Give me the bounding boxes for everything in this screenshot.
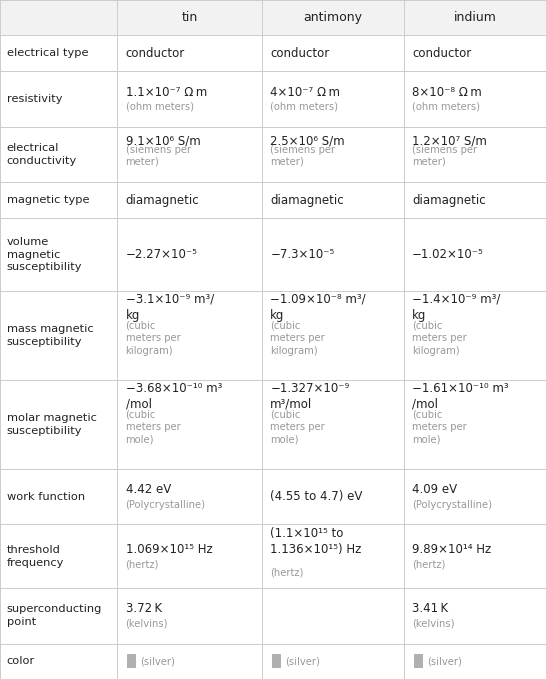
Text: 1.1×10⁻⁷ Ω m: 1.1×10⁻⁷ Ω m [126, 86, 207, 98]
Text: diamagnetic: diamagnetic [412, 194, 486, 206]
Text: (cubic
meters per
mole): (cubic meters per mole) [412, 409, 467, 444]
Text: magnetic type: magnetic type [7, 195, 89, 205]
Text: indium: indium [454, 12, 496, 24]
Text: (cubic
meters per
mole): (cubic meters per mole) [126, 409, 180, 444]
Text: work function: work function [7, 492, 85, 502]
Text: (kelvins): (kelvins) [126, 619, 168, 629]
Text: (ohm meters): (ohm meters) [270, 102, 339, 112]
Text: 1.2×10⁷ S/m: 1.2×10⁷ S/m [412, 134, 487, 147]
Text: (hertz): (hertz) [126, 559, 159, 569]
Text: −1.4×10⁻⁹ m³/
kg: −1.4×10⁻⁹ m³/ kg [412, 293, 501, 322]
Text: −1.327×10⁻⁹
m³/mol: −1.327×10⁻⁹ m³/mol [270, 382, 349, 411]
Text: superconducting
point: superconducting point [7, 604, 102, 627]
Text: (silver): (silver) [140, 657, 175, 666]
Text: volume
magnetic
susceptibility: volume magnetic susceptibility [7, 237, 82, 272]
Text: (Polycrystalline): (Polycrystalline) [412, 500, 492, 509]
Text: tin: tin [182, 12, 198, 24]
Bar [414, 655, 423, 668]
Text: 8×10⁻⁸ Ω m: 8×10⁻⁸ Ω m [412, 86, 482, 98]
Text: diamagnetic: diamagnetic [270, 194, 344, 206]
Text: (4.55 to 4.7) eV: (4.55 to 4.7) eV [270, 490, 363, 503]
Text: 4.09 eV: 4.09 eV [412, 483, 458, 496]
Text: 3.72 K: 3.72 K [126, 602, 162, 615]
Bar [272, 655, 281, 668]
Text: (1.1×10¹⁵ to
1.136×10¹⁵) Hz: (1.1×10¹⁵ to 1.136×10¹⁵) Hz [270, 527, 361, 556]
Text: 4.42 eV: 4.42 eV [126, 483, 171, 496]
Text: −1.02×10⁻⁵: −1.02×10⁻⁵ [412, 248, 484, 261]
Text: antimony: antimony [304, 12, 363, 24]
Text: (silver): (silver) [285, 657, 320, 666]
Text: diamagnetic: diamagnetic [126, 194, 199, 206]
Text: 4×10⁻⁷ Ω m: 4×10⁻⁷ Ω m [270, 86, 340, 98]
Text: molar magnetic
susceptibility: molar magnetic susceptibility [7, 413, 97, 436]
Bar [0, 0, 546, 35]
Text: (kelvins): (kelvins) [412, 619, 455, 629]
Text: mass magnetic
susceptibility: mass magnetic susceptibility [7, 325, 93, 347]
Text: −2.27×10⁻⁵: −2.27×10⁻⁵ [126, 248, 198, 261]
Text: (siemens per
meter): (siemens per meter) [412, 145, 477, 167]
Bar [127, 655, 136, 668]
Text: (ohm meters): (ohm meters) [412, 102, 480, 112]
Text: color: color [7, 657, 35, 666]
Text: 2.5×10⁶ S/m: 2.5×10⁶ S/m [270, 134, 345, 147]
Text: 9.1×10⁶ S/m: 9.1×10⁶ S/m [126, 134, 200, 147]
Text: (Polycrystalline): (Polycrystalline) [126, 500, 206, 509]
Text: (silver): (silver) [427, 657, 462, 666]
Text: (cubic
meters per
mole): (cubic meters per mole) [270, 409, 325, 444]
Text: (siemens per
meter): (siemens per meter) [126, 145, 191, 167]
Text: (hertz): (hertz) [270, 567, 304, 577]
Text: conductor: conductor [126, 47, 185, 60]
Text: electrical type: electrical type [7, 48, 88, 58]
Text: (siemens per
meter): (siemens per meter) [270, 145, 335, 167]
Text: (hertz): (hertz) [412, 559, 446, 569]
Text: electrical
conductivity: electrical conductivity [7, 143, 77, 166]
Text: resistivity: resistivity [7, 94, 62, 104]
Text: (cubic
meters per
kilogram): (cubic meters per kilogram) [412, 320, 467, 356]
Text: 3.41 K: 3.41 K [412, 602, 448, 615]
Text: −7.3×10⁻⁵: −7.3×10⁻⁵ [270, 248, 335, 261]
Text: 1.069×10¹⁵ Hz: 1.069×10¹⁵ Hz [126, 543, 212, 556]
Text: (cubic
meters per
kilogram): (cubic meters per kilogram) [126, 320, 180, 356]
Text: (ohm meters): (ohm meters) [126, 102, 194, 112]
Text: −1.61×10⁻¹⁰ m³
/mol: −1.61×10⁻¹⁰ m³ /mol [412, 382, 509, 411]
Text: −3.68×10⁻¹⁰ m³
/mol: −3.68×10⁻¹⁰ m³ /mol [126, 382, 222, 411]
Text: threshold
frequency: threshold frequency [7, 545, 64, 568]
Text: conductor: conductor [412, 47, 472, 60]
Text: 9.89×10¹⁴ Hz: 9.89×10¹⁴ Hz [412, 543, 491, 556]
Text: −3.1×10⁻⁹ m³/
kg: −3.1×10⁻⁹ m³/ kg [126, 293, 214, 322]
Text: −1.09×10⁻⁸ m³/
kg: −1.09×10⁻⁸ m³/ kg [270, 293, 366, 322]
Text: (cubic
meters per
kilogram): (cubic meters per kilogram) [270, 320, 325, 356]
Text: conductor: conductor [270, 47, 330, 60]
